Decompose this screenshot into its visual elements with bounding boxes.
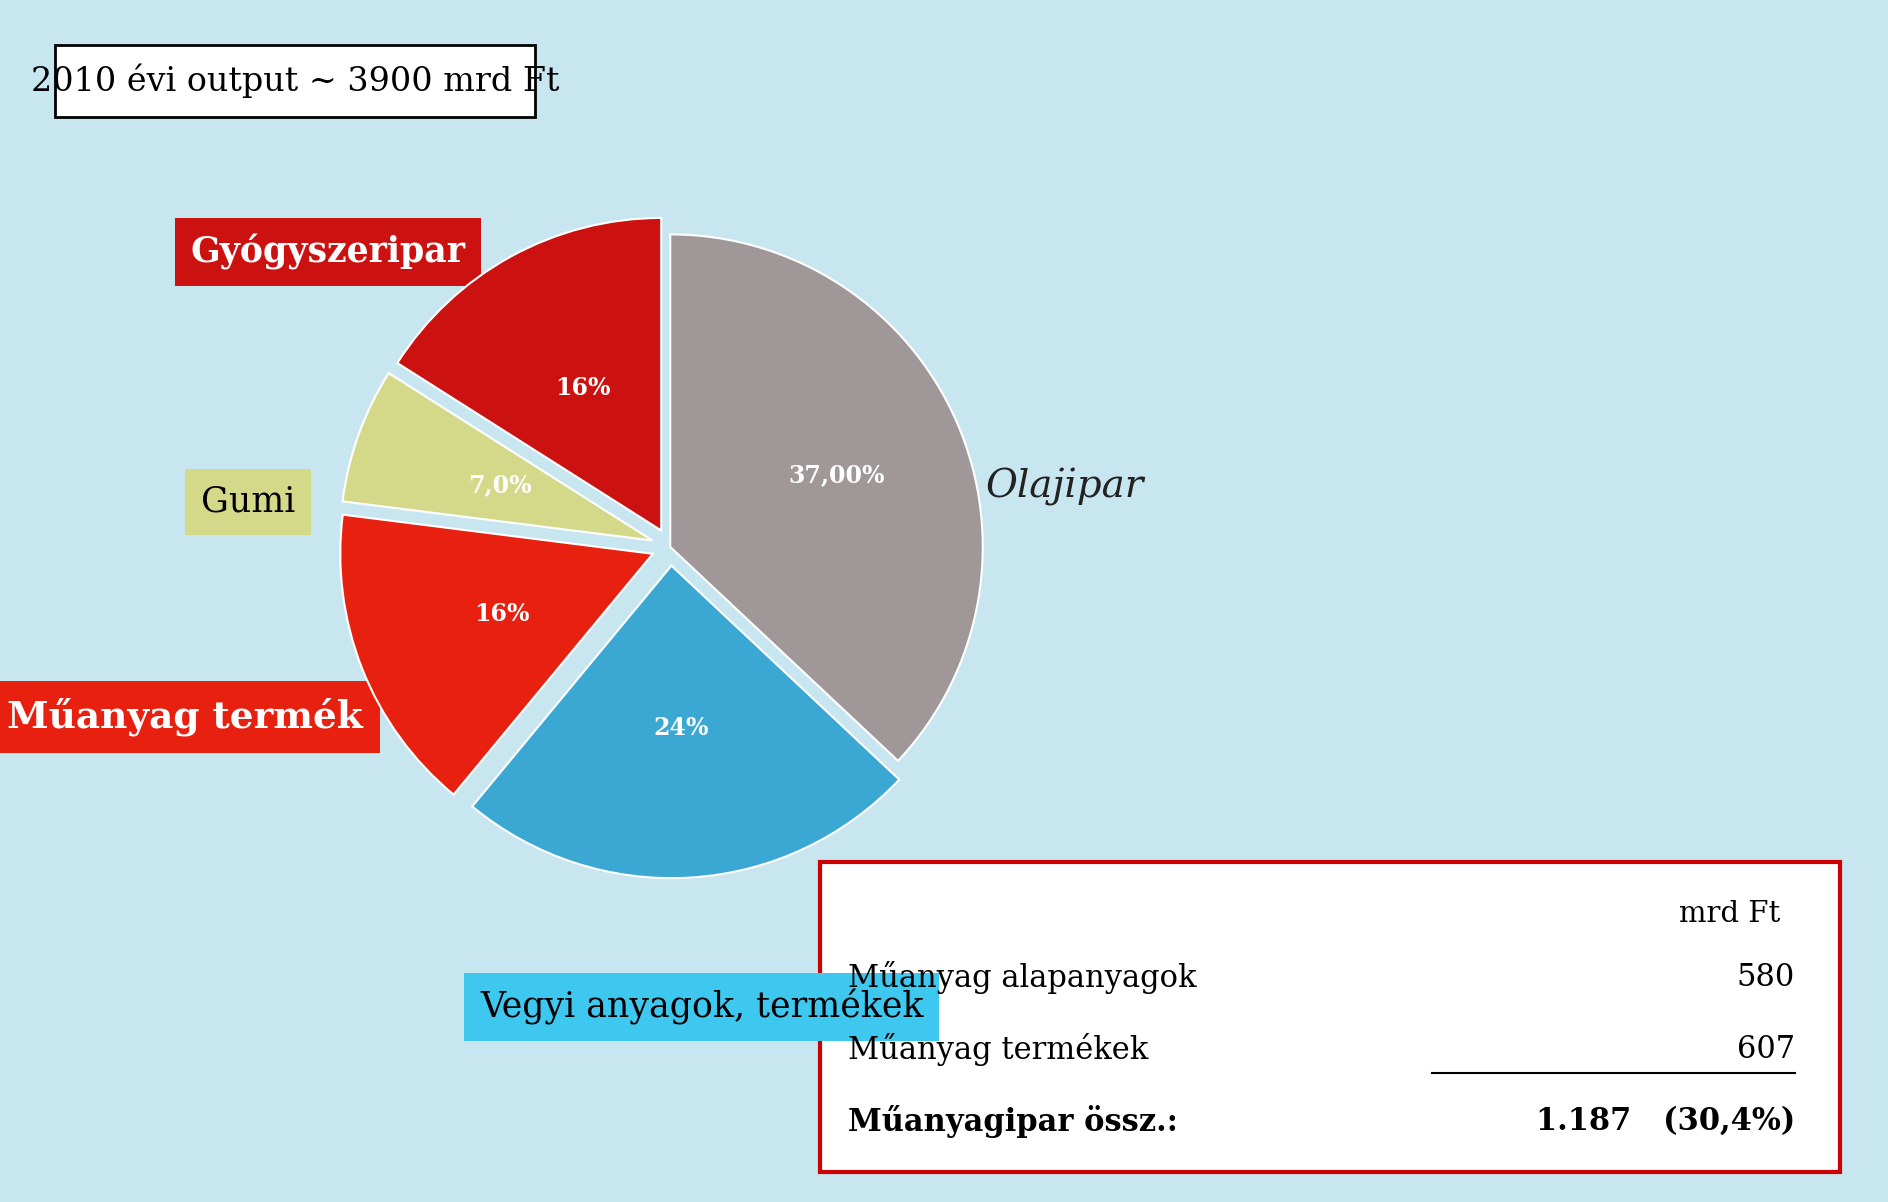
Text: 37,00%: 37,00% [789,463,885,487]
Wedge shape [472,566,899,879]
Text: Gumi: Gumi [200,484,295,519]
Text: 7,0%: 7,0% [468,474,532,498]
Wedge shape [670,234,984,761]
Text: Műanyagipar össz.:: Műanyagipar össz.: [848,1105,1178,1137]
Text: 24%: 24% [653,716,710,739]
Text: 2010 évi output ~ 3900 mrd Ft: 2010 évi output ~ 3900 mrd Ft [30,64,559,99]
Text: Olajipar: Olajipar [986,468,1144,506]
Text: Műanyag alapanyagok: Műanyag alapanyagok [848,960,1197,994]
Text: 16%: 16% [555,376,610,400]
FancyBboxPatch shape [819,862,1841,1172]
Text: Gyógyszeripar: Gyógyszeripar [191,234,466,270]
Text: Műanyag termék: Műanyag termék [8,697,362,737]
FancyBboxPatch shape [55,44,534,117]
Text: mrd Ft: mrd Ft [1678,900,1780,928]
Wedge shape [396,218,661,530]
Text: 16%: 16% [474,602,529,625]
Wedge shape [342,373,653,541]
Text: 607: 607 [1737,1034,1795,1065]
Text: Műanyag termékek: Műanyag termékek [848,1033,1148,1065]
Text: 580: 580 [1737,962,1795,993]
Wedge shape [340,514,653,795]
Text: 1.187   (30,4%): 1.187 (30,4%) [1535,1106,1795,1137]
Text: Vegyi anyagok, termékek: Vegyi anyagok, termékek [480,989,923,1025]
